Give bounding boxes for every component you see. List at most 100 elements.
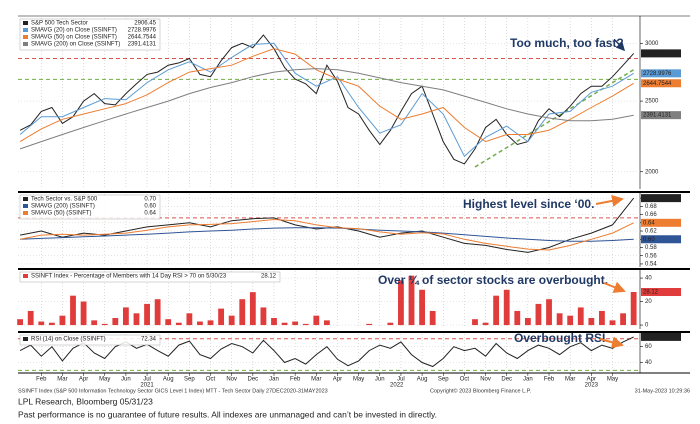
- legend-box: [19, 271, 281, 283]
- legend-value: 2644.7544: [128, 35, 157, 41]
- value-badge-label: 2906.45: [643, 51, 665, 57]
- y-tick-label: 3000: [645, 41, 659, 47]
- legend-swatch: [23, 197, 28, 201]
- legend-label: RSI (14) on Close (SSINFT): [31, 337, 106, 343]
- bar: [59, 315, 66, 326]
- bar: [101, 323, 108, 326]
- disclaimer: Past performance is no guarantee of futu…: [18, 409, 437, 419]
- bar: [292, 321, 299, 326]
- series-line: [20, 218, 634, 251]
- x-year-label: 2023: [585, 383, 599, 389]
- x-tick-label: Jan: [523, 377, 533, 383]
- bar: [38, 321, 45, 326]
- legend-swatch: [23, 211, 28, 215]
- legend-value: 0.64: [144, 211, 156, 217]
- source: LPL Research, Bloomberg 05/31/23: [18, 396, 153, 406]
- x-tick-label: Jul: [397, 377, 405, 383]
- legend-swatch: [23, 28, 28, 32]
- legend-box: [19, 194, 161, 220]
- y-tick-label: 0.56: [645, 253, 657, 259]
- value-badge-label: 0.64: [643, 220, 655, 226]
- x-tick-label: Oct: [206, 377, 216, 383]
- annotation-arrow: [595, 194, 624, 207]
- x-tick-label: Dec: [248, 377, 259, 383]
- legend-label: SMAVG (200) on Close (SSINFT): [31, 42, 120, 48]
- x-year-label: 2021: [140, 383, 154, 389]
- y-tick-label: 0.66: [645, 212, 657, 218]
- bar: [165, 319, 172, 326]
- legend-value: 28.12: [261, 274, 277, 280]
- bar: [514, 310, 521, 326]
- value-badge-label: 2644.7544: [643, 81, 672, 87]
- legend-label: Tech Sector vs. S&P 500: [31, 197, 98, 203]
- copyright: Copyright© 2023 Bloomberg Finance L.P.: [430, 387, 532, 394]
- x-tick-label: May: [607, 377, 618, 383]
- legend-swatch: [23, 274, 28, 278]
- y-tick-label: 2500: [645, 99, 659, 105]
- bar: [577, 307, 584, 326]
- bar: [186, 313, 193, 326]
- x-tick-label: Nov: [226, 377, 237, 383]
- bar: [80, 301, 87, 326]
- annotation: Over ¼ of sector stocks are overbought.: [378, 273, 608, 287]
- x-tick-label: Mar: [565, 377, 575, 383]
- x-tick-label: Apr: [333, 377, 342, 383]
- y-tick-label: 0.58: [645, 245, 657, 251]
- legend-swatch: [23, 35, 28, 39]
- bar: [133, 313, 140, 326]
- bar: [472, 319, 478, 326]
- x-tick-label: Feb: [544, 377, 555, 383]
- y-tick-label: 0.68: [645, 204, 657, 210]
- annotation-arrow: [603, 281, 626, 293]
- y-tick-label: 60: [645, 344, 652, 350]
- bar: [313, 315, 320, 326]
- bar: [503, 289, 510, 326]
- bar: [556, 313, 563, 326]
- bar: [271, 318, 277, 326]
- legend-value: 2906.45: [134, 21, 156, 27]
- value-badge-label: 2391.4131: [643, 113, 672, 119]
- x-tick-label: Jul: [143, 377, 151, 383]
- annotation-arrow: [614, 39, 626, 52]
- x-tick-label: Apr: [587, 377, 596, 383]
- x-tick-label: May: [353, 377, 364, 383]
- legend-label: SSINFT Index - Percentage of Members wit…: [31, 274, 227, 280]
- x-tick-label: Feb: [290, 377, 301, 383]
- bar: [588, 318, 595, 326]
- bar: [260, 307, 267, 326]
- bar: [70, 295, 76, 326]
- legend-swatch: [23, 337, 28, 341]
- bar: [218, 308, 225, 326]
- plots: 3000 2500 2000 S&P 500 Tech Sector 2906.45 SM…: [17, 15, 690, 389]
- value-badge: [641, 194, 681, 203]
- legend-label: SMAVG (200) (SSINFT): [31, 204, 95, 210]
- bar: [175, 322, 182, 326]
- bar: [546, 299, 552, 326]
- legend-label: SMAVG (50) (SSINFT): [31, 211, 92, 217]
- legend-swatch: [23, 42, 28, 46]
- y-tick-label: 0.54: [645, 262, 657, 268]
- bar: [207, 320, 214, 326]
- bar: [535, 303, 542, 326]
- bar: [524, 318, 531, 326]
- value-badge: [641, 288, 681, 297]
- legend-label: S&P 500 Tech Sector: [31, 21, 88, 27]
- x-tick-label: Jun: [121, 377, 131, 383]
- value-badge: [641, 111, 681, 120]
- annotation: Highest level since ‘00.: [463, 197, 594, 211]
- x-tick-label: Feb: [36, 377, 47, 383]
- bar: [154, 299, 161, 326]
- x-tick-label: Apr: [79, 377, 88, 383]
- y-tick-label: 20: [645, 299, 652, 305]
- legend-label: SMAVG (50) on Close (SSINFT): [31, 35, 117, 41]
- legend-value: 0.60: [144, 204, 156, 210]
- bar: [281, 322, 288, 326]
- legend-value: 2728.9976: [128, 28, 157, 34]
- bar: [419, 289, 425, 326]
- value-badge: [641, 49, 681, 58]
- series-line: [19, 34, 635, 165]
- bar: [112, 318, 119, 326]
- timestamp: 31-May-2023 10:29:36: [635, 388, 690, 394]
- x-tick-label: Jan: [269, 377, 279, 383]
- bar: [366, 323, 373, 326]
